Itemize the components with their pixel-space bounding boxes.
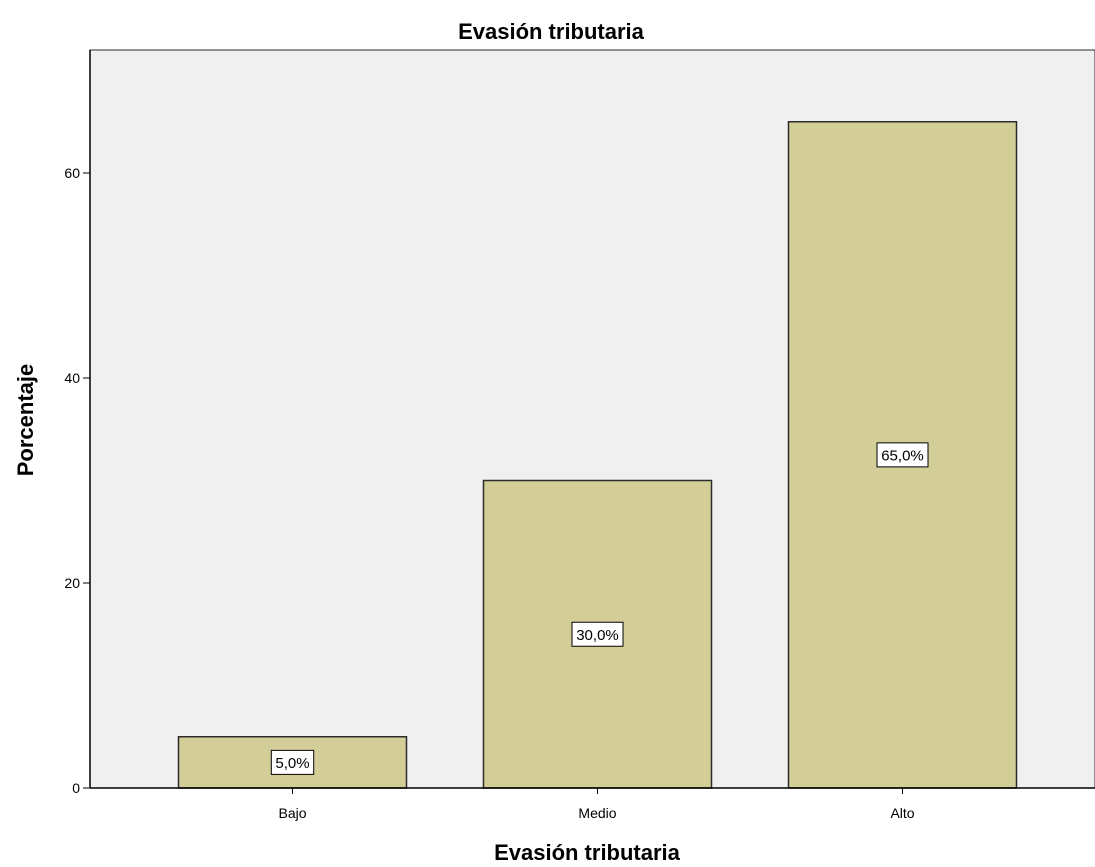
data-label-bajo: 5,0% xyxy=(275,755,309,772)
data-label-box-bajo xyxy=(270,749,315,775)
y-tick-label-40: 40 xyxy=(64,370,80,386)
y-tick-label-0: 0 xyxy=(72,780,80,796)
data-label-medio: 30,0% xyxy=(576,627,619,644)
data-label-box-alto xyxy=(876,442,929,468)
x-tick-label-medio: Medio xyxy=(578,805,616,821)
x-tick-label-bajo: Bajo xyxy=(278,805,306,821)
data-label-alto: 65,0% xyxy=(881,447,924,464)
x-axis-title: Evasión tributaria xyxy=(494,840,681,865)
chart-title: Evasión tributaria xyxy=(458,19,645,44)
y-tick-label-60: 60 xyxy=(64,165,80,181)
y-tick-label-20: 20 xyxy=(64,575,80,591)
y-axis-title: Porcentaje xyxy=(13,364,38,477)
data-label-box-medio xyxy=(571,621,624,647)
x-tick-label-alto: Alto xyxy=(890,805,914,821)
